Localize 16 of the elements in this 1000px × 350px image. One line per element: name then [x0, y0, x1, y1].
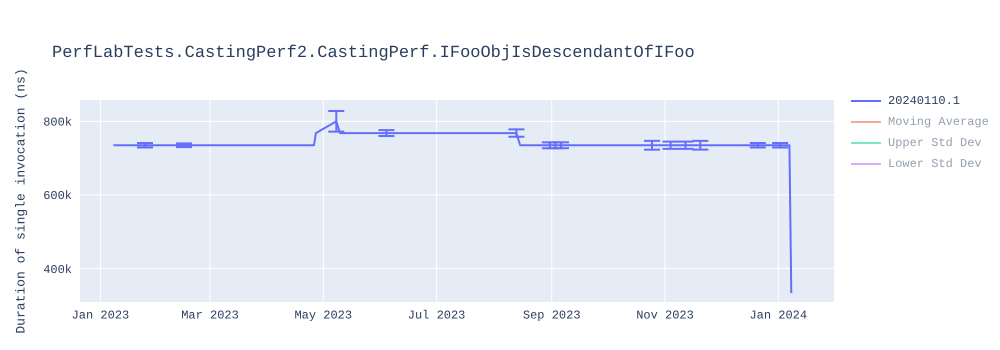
y-tick-label: 600k — [43, 189, 72, 204]
chart-title: PerfLabTests.CastingPerf2.CastingPerf.IFooObjIsDescendantOfIFoo — [52, 44, 695, 63]
legend-label: Moving Average — [888, 114, 989, 128]
legend-label: Lower Std Dev — [888, 156, 982, 170]
x-tick-label: Sep 2023 — [522, 308, 581, 323]
y-axis-title: Duration of single invocation (ns) — [14, 68, 29, 334]
x-tick-label: Jan 2024 — [749, 308, 808, 323]
legend-label: Upper Std Dev — [888, 136, 982, 150]
x-tick-label: Jan 2023 — [72, 308, 130, 323]
legend-label: 20240110.1 — [888, 94, 960, 108]
y-tick-label: 400k — [43, 262, 72, 277]
y-tick-label: 800k — [43, 116, 72, 130]
x-tick-label: Nov 2023 — [636, 308, 694, 323]
x-tick-label: Mar 2023 — [181, 308, 239, 323]
x-tick-label: Jul 2023 — [408, 308, 466, 323]
x-tick-label: May 2023 — [294, 308, 352, 323]
